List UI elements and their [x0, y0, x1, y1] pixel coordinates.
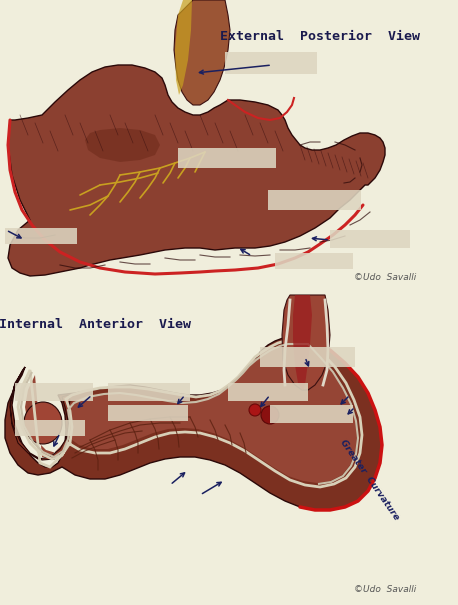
Bar	[270, 405, 353, 423]
Polygon shape	[175, 0, 192, 95]
Text: Greater  Curvature: Greater Curvature	[339, 438, 401, 522]
Bar	[178, 148, 276, 168]
Bar	[108, 383, 190, 401]
Bar	[268, 190, 361, 210]
Bar	[228, 383, 308, 401]
Polygon shape	[10, 367, 70, 460]
Bar	[330, 230, 410, 248]
Polygon shape	[85, 128, 160, 162]
Ellipse shape	[249, 404, 261, 416]
Text: ©Udo  Savalli: ©Udo Savalli	[354, 586, 416, 595]
Bar	[108, 405, 188, 421]
Polygon shape	[282, 295, 330, 390]
Polygon shape	[8, 65, 385, 276]
Polygon shape	[25, 343, 357, 483]
Ellipse shape	[261, 406, 279, 424]
Bar	[5, 228, 77, 244]
Polygon shape	[293, 295, 312, 390]
Bar	[275, 253, 353, 269]
Ellipse shape	[24, 402, 62, 444]
Text: ©Udo  Savalli: ©Udo Savalli	[354, 273, 416, 283]
Bar	[15, 420, 85, 436]
Polygon shape	[5, 337, 382, 510]
Bar	[260, 347, 355, 367]
Text: Internal  Anterior  View: Internal Anterior View	[0, 318, 191, 331]
Text: External  Posterior  View: External Posterior View	[220, 30, 420, 43]
Bar	[15, 383, 93, 401]
Polygon shape	[174, 0, 230, 105]
Bar	[225, 52, 317, 74]
